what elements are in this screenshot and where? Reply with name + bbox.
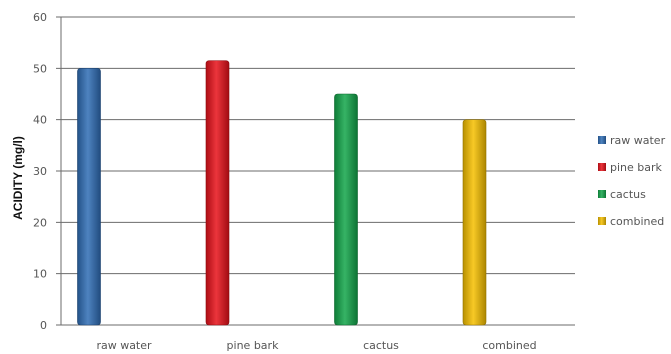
y-tick-label: 30 [33,165,47,178]
legend-label: cactus [610,188,646,201]
y-axis-ticks: 0 10 20 30 40 50 60 [33,11,47,332]
y-axis-label: ACIDITY (mg/l) [11,136,25,220]
y-tick-label: 10 [33,268,47,281]
bar-pine-bark [205,60,230,326]
y-tick-label: 60 [33,11,47,24]
legend-label: pine bark [610,161,663,174]
y-tick-label: 20 [33,216,47,229]
y-tick-label: 40 [33,114,47,127]
bar-raw-water [77,68,101,326]
bars [77,60,487,326]
y-tick-label: 50 [33,62,47,75]
bar-combined [462,119,487,326]
x-tick-label: cactus [363,339,399,352]
legend-swatch [598,217,606,225]
x-tick-label: pine bark [227,339,280,352]
gridlines [56,16,575,326]
x-axis-ticks: raw water pine bark cactus combined [96,339,536,352]
legend: raw water pine bark cactus combined [598,134,666,228]
x-tick-label: raw water [96,339,152,352]
legend-label: raw water [610,134,666,147]
bar-cactus [334,93,358,326]
legend-swatch [598,163,606,171]
legend-swatch [598,190,606,198]
y-tick-label: 0 [40,319,47,332]
legend-label: combined [610,215,664,228]
x-tick-label: combined [482,339,536,352]
legend-swatch [598,136,606,144]
